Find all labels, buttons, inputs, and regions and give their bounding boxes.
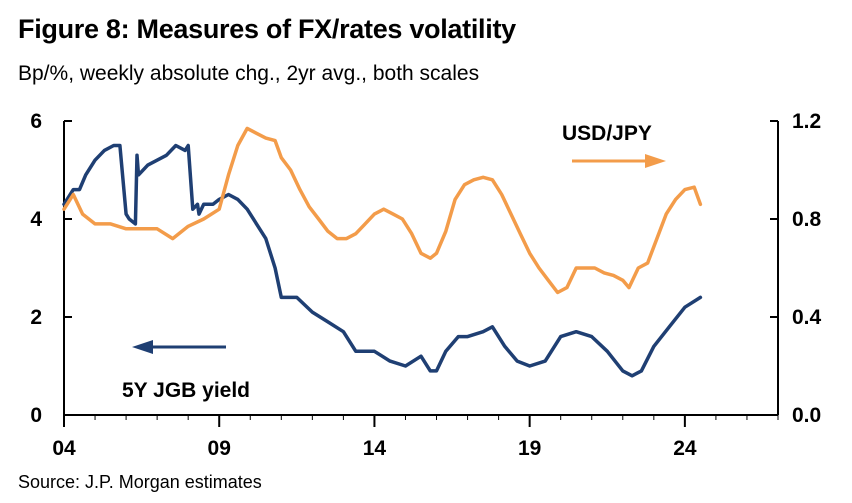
- y-left-tick-label: 2: [30, 306, 42, 329]
- series-line-usd-jpy: [62, 126, 703, 295]
- y-right-tick-label: 0.0: [792, 404, 821, 427]
- arrow-right-head-icon: [645, 154, 666, 168]
- chart-title: Figure 8: Measures of FX/rates volatilit…: [18, 14, 516, 44]
- arrow-left-head-icon: [132, 340, 153, 354]
- annotation-5y-jgb-yield: 5Y JGB yield: [122, 379, 250, 402]
- annotation-usdjpy: USD/JPY: [562, 122, 652, 145]
- y-right-tick-label: 1.2: [792, 110, 821, 133]
- source-note: Source: J.P. Morgan estimates: [18, 472, 262, 492]
- x-tick-label: 19: [518, 437, 541, 460]
- x-tick-label: 24: [673, 437, 697, 460]
- annotations: USD/JPY 5Y JGB yield: [122, 122, 666, 402]
- y-left-tick-label: 6: [30, 110, 42, 133]
- y-right-tick-label: 0.8: [792, 208, 822, 231]
- y-left-tick-label: 0: [30, 404, 42, 427]
- series-line-5y-jgb-yield: [62, 143, 703, 378]
- chart-subtitle: Bp/%, weekly absolute chg., 2yr avg., bo…: [18, 62, 480, 85]
- y-right-tick-label: 0.4: [792, 306, 822, 329]
- series-lines: [62, 126, 703, 378]
- y-left-tick-label: 4: [30, 208, 42, 231]
- x-tick-label: 14: [363, 437, 387, 460]
- x-tick-label: 04: [52, 437, 76, 460]
- x-tick-label: 09: [208, 437, 231, 460]
